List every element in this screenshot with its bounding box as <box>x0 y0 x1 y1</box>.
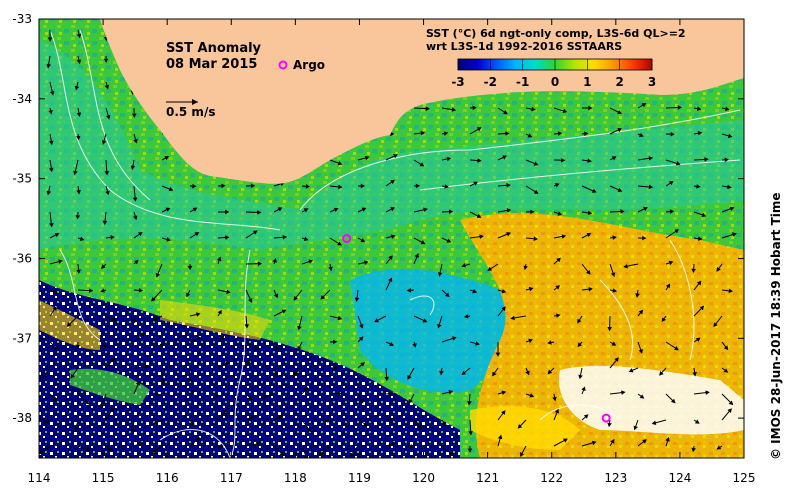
colorbar-tick-label: -1 <box>516 75 529 89</box>
y-tick-label: -36 <box>12 251 32 265</box>
x-tick-label: 119 <box>348 471 371 485</box>
colorbar-tick-label: -2 <box>484 75 497 89</box>
colorbar-tick-label: -3 <box>451 75 464 89</box>
y-tick-label: -38 <box>12 411 32 425</box>
y-tick-label: -35 <box>12 172 32 186</box>
y-tick-label: -33 <box>12 12 32 26</box>
y-tick-label: -37 <box>12 331 32 345</box>
argo-legend-label: Argo <box>293 58 325 72</box>
x-tick-label: 122 <box>540 471 563 485</box>
x-tick-label: 116 <box>156 471 179 485</box>
colorbar-title-line2: wrt L3S-1d 1992-2016 SSTAARS <box>426 40 622 53</box>
x-tick-label: 125 <box>733 471 756 485</box>
x-tick-label: 118 <box>284 471 307 485</box>
colorbar-tick-label: 2 <box>615 75 623 89</box>
colorbar-tick-label: 3 <box>648 75 656 89</box>
x-tick-label: 115 <box>92 471 115 485</box>
map-date: 08 Mar 2015 <box>166 57 257 72</box>
x-tick-label: 120 <box>412 471 435 485</box>
x-tick-label: 124 <box>668 471 691 485</box>
colorbar-tick-label: 1 <box>583 75 591 89</box>
sst-field <box>39 19 744 459</box>
colorbar-title-line1: SST (°C) 6d ngt-only comp, L3S-6d QL>=2 <box>426 27 686 40</box>
x-tick-label: 123 <box>604 471 627 485</box>
y-tick-label: -34 <box>12 92 32 106</box>
x-tick-label: 117 <box>220 471 243 485</box>
colorbar-tick-label: 0 <box>551 75 559 89</box>
x-tick-label: 121 <box>476 471 499 485</box>
velocity-legend-label: 0.5 m/s <box>166 105 215 119</box>
credit-text: © IMOS 28-Jun-2017 18:39 Hobart Time <box>769 192 783 460</box>
map-title: SST Anomaly <box>166 41 262 56</box>
x-tick-label: 114 <box>28 471 51 485</box>
